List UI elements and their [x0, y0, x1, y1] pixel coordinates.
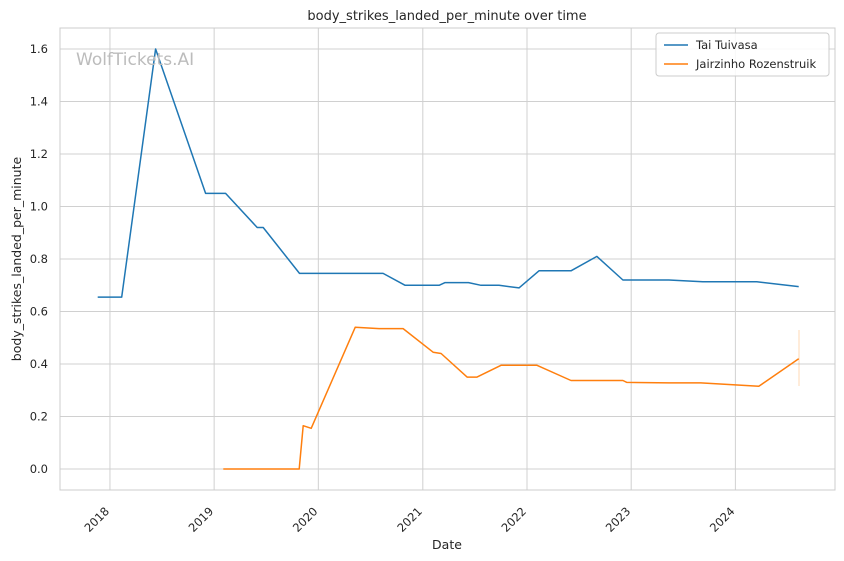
x-axis-label: Date — [432, 537, 462, 552]
y-tick-label: 1.4 — [30, 95, 48, 109]
y-tick-label: 1.0 — [30, 200, 48, 214]
y-tick-labels: 0.0 0.2 0.4 0.6 0.8 1.0 1.2 1.4 1.6 — [30, 42, 48, 476]
series-line-tai-tuivasa — [97, 48, 799, 298]
chart-title: body_strikes_landed_per_minute over time — [307, 9, 586, 24]
series-lines — [97, 48, 800, 470]
y-axis-label: body_strikes_landed_per_minute — [9, 156, 24, 361]
watermark: WolfTickets.AI — [76, 50, 194, 70]
y-tick-label: 0.0 — [30, 462, 48, 476]
legend-box — [655, 32, 830, 77]
series-line-jairzinho-rozenstruik — [223, 326, 800, 470]
grid — [60, 28, 835, 490]
y-tick-label: 1.2 — [30, 147, 48, 161]
y-tick-label: 0.6 — [30, 305, 48, 319]
legend-label-jairzinho-rozenstruik: Jairzinho Rozenstruik — [695, 57, 816, 71]
y-tick-label: 0.2 — [30, 410, 48, 424]
plot-frame — [59, 27, 836, 491]
y-tick-label: 0.4 — [30, 357, 48, 371]
y-tick-label: 0.8 — [30, 252, 48, 266]
legend-label-tai-tuivasa: Tai Tuivasa — [695, 38, 758, 52]
y-tick-label: 1.6 — [30, 42, 48, 56]
legend: Tai Tuivasa Jairzinho Rozenstruik — [655, 32, 830, 77]
